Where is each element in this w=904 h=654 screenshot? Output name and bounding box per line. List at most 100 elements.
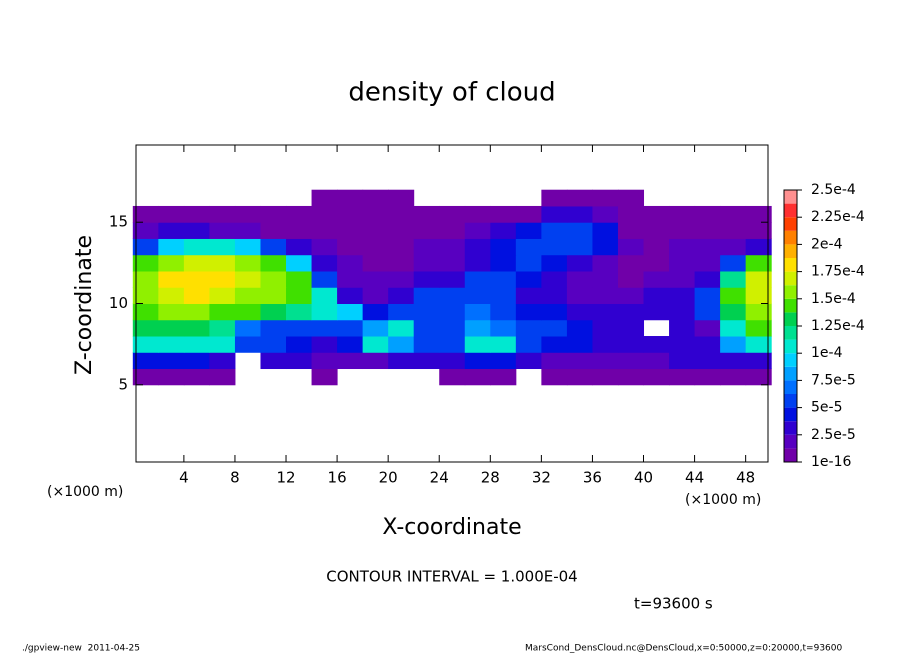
colorbar-label: 2.5e-4	[811, 182, 856, 198]
cell	[311, 189, 338, 207]
cell	[260, 190, 286, 207]
cell	[234, 270, 261, 288]
cell	[464, 352, 491, 370]
cell	[388, 352, 415, 370]
cell	[465, 190, 491, 207]
cell	[311, 319, 338, 337]
cell	[669, 222, 696, 239]
cell	[388, 270, 415, 288]
colorbar-band	[784, 244, 797, 258]
cell	[234, 336, 261, 353]
cell	[414, 190, 440, 207]
cell	[337, 369, 363, 386]
cell	[566, 352, 593, 370]
cell	[132, 336, 159, 353]
cell	[745, 238, 772, 256]
cell	[311, 222, 338, 239]
cell	[337, 189, 364, 207]
cell	[592, 368, 619, 386]
cell	[209, 190, 235, 207]
cell	[464, 270, 491, 288]
cell	[720, 287, 747, 304]
colorbar-label: 1e-16	[811, 454, 851, 470]
cell	[439, 303, 466, 321]
cell	[541, 205, 568, 223]
cell	[745, 352, 772, 370]
cell	[158, 254, 185, 272]
cell	[515, 270, 542, 288]
cell	[260, 270, 287, 288]
cell	[694, 222, 721, 239]
y-tick-label: 5	[118, 375, 128, 393]
cell	[464, 303, 491, 321]
cell	[490, 190, 516, 207]
cell	[158, 205, 185, 223]
cell	[439, 238, 466, 256]
cell	[669, 319, 696, 337]
cell	[158, 303, 185, 321]
cell	[566, 270, 593, 288]
cell	[541, 303, 568, 321]
cell	[413, 238, 440, 256]
cell	[515, 352, 542, 370]
cell	[158, 270, 185, 288]
cell	[311, 352, 338, 370]
cell	[235, 352, 261, 369]
cell	[286, 287, 313, 304]
cell	[158, 319, 185, 337]
cell	[286, 303, 313, 321]
cell	[515, 205, 542, 223]
cell	[592, 238, 619, 256]
cell	[362, 319, 389, 337]
cell	[337, 238, 364, 256]
cell	[235, 369, 261, 386]
cell	[745, 254, 772, 272]
colorbar-band	[784, 217, 797, 231]
cell	[362, 336, 389, 353]
colorbar-band	[784, 353, 797, 367]
cell	[745, 287, 772, 304]
cell	[311, 287, 338, 304]
cell	[617, 189, 645, 207]
cell	[694, 238, 721, 256]
cell	[566, 303, 593, 321]
cell	[592, 319, 619, 337]
cell	[311, 254, 338, 272]
cell	[669, 336, 696, 353]
cell	[413, 303, 440, 321]
colorbar-band	[784, 421, 797, 435]
cell	[413, 319, 440, 337]
cell	[337, 222, 364, 239]
cell	[643, 222, 670, 239]
y-axis-label: Z-coordinate	[72, 235, 97, 375]
cell	[286, 369, 312, 386]
cell	[643, 205, 670, 223]
colorbar-label: 1.25e-4	[811, 318, 865, 334]
cell	[669, 254, 696, 272]
cell	[617, 336, 645, 353]
cell	[439, 222, 466, 239]
cell	[592, 352, 619, 370]
cell	[566, 368, 593, 386]
cell	[158, 190, 184, 207]
cell	[617, 254, 645, 272]
cell	[541, 222, 568, 239]
cell	[617, 222, 645, 239]
y-tick-label: 15	[109, 213, 128, 231]
x-tick-label: 16	[328, 469, 347, 487]
cell	[362, 189, 389, 207]
x-tick-label: 4	[179, 469, 189, 487]
cell	[388, 254, 415, 272]
cell	[183, 319, 210, 337]
cell	[490, 254, 517, 272]
y-tick-label: 10	[109, 294, 128, 312]
cell	[669, 303, 696, 321]
cell	[669, 352, 696, 370]
colorbar-band	[784, 258, 797, 272]
cell	[388, 222, 415, 239]
cell	[490, 270, 517, 288]
cell	[234, 287, 261, 304]
cell	[362, 287, 389, 304]
